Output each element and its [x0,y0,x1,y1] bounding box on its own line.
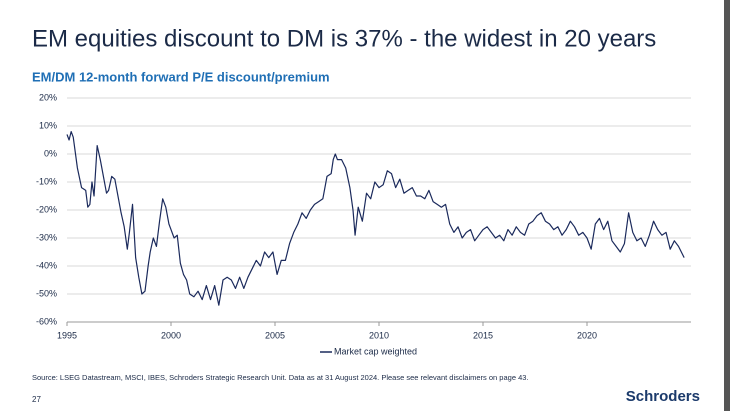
x-tick-label: 2015 [473,330,493,340]
chart-subtitle: EM/DM 12-month forward P/E discount/prem… [32,69,330,84]
x-tick-label: 2010 [369,330,389,340]
x-tick-label: 1995 [57,330,77,340]
x-tick-label: 2000 [161,330,181,340]
edge-bar [724,0,730,411]
y-tick-label: 20% [39,92,57,102]
y-tick-label: -20% [36,204,57,214]
y-tick-label: 10% [39,120,57,130]
chart-title: EM equities discount to DM is 37% - the … [32,25,656,52]
x-tick-label: 2020 [577,330,597,340]
y-tick-label: -60% [36,316,57,326]
y-tick-label: -40% [36,260,57,270]
source-note: Source: LSEG Datastream, MSCI, IBES, Sch… [32,373,529,382]
y-tick-label: -50% [36,288,57,298]
legend-label: Market cap weighted [334,346,417,356]
page-number: 27 [32,395,41,404]
y-tick-label: -30% [36,232,57,242]
data-line [66,131,685,306]
y-tick-label: -10% [36,176,57,186]
brand-logo: Schroders [626,388,700,405]
y-tick-label: 0% [44,148,57,158]
x-tick-label: 2005 [265,330,285,340]
